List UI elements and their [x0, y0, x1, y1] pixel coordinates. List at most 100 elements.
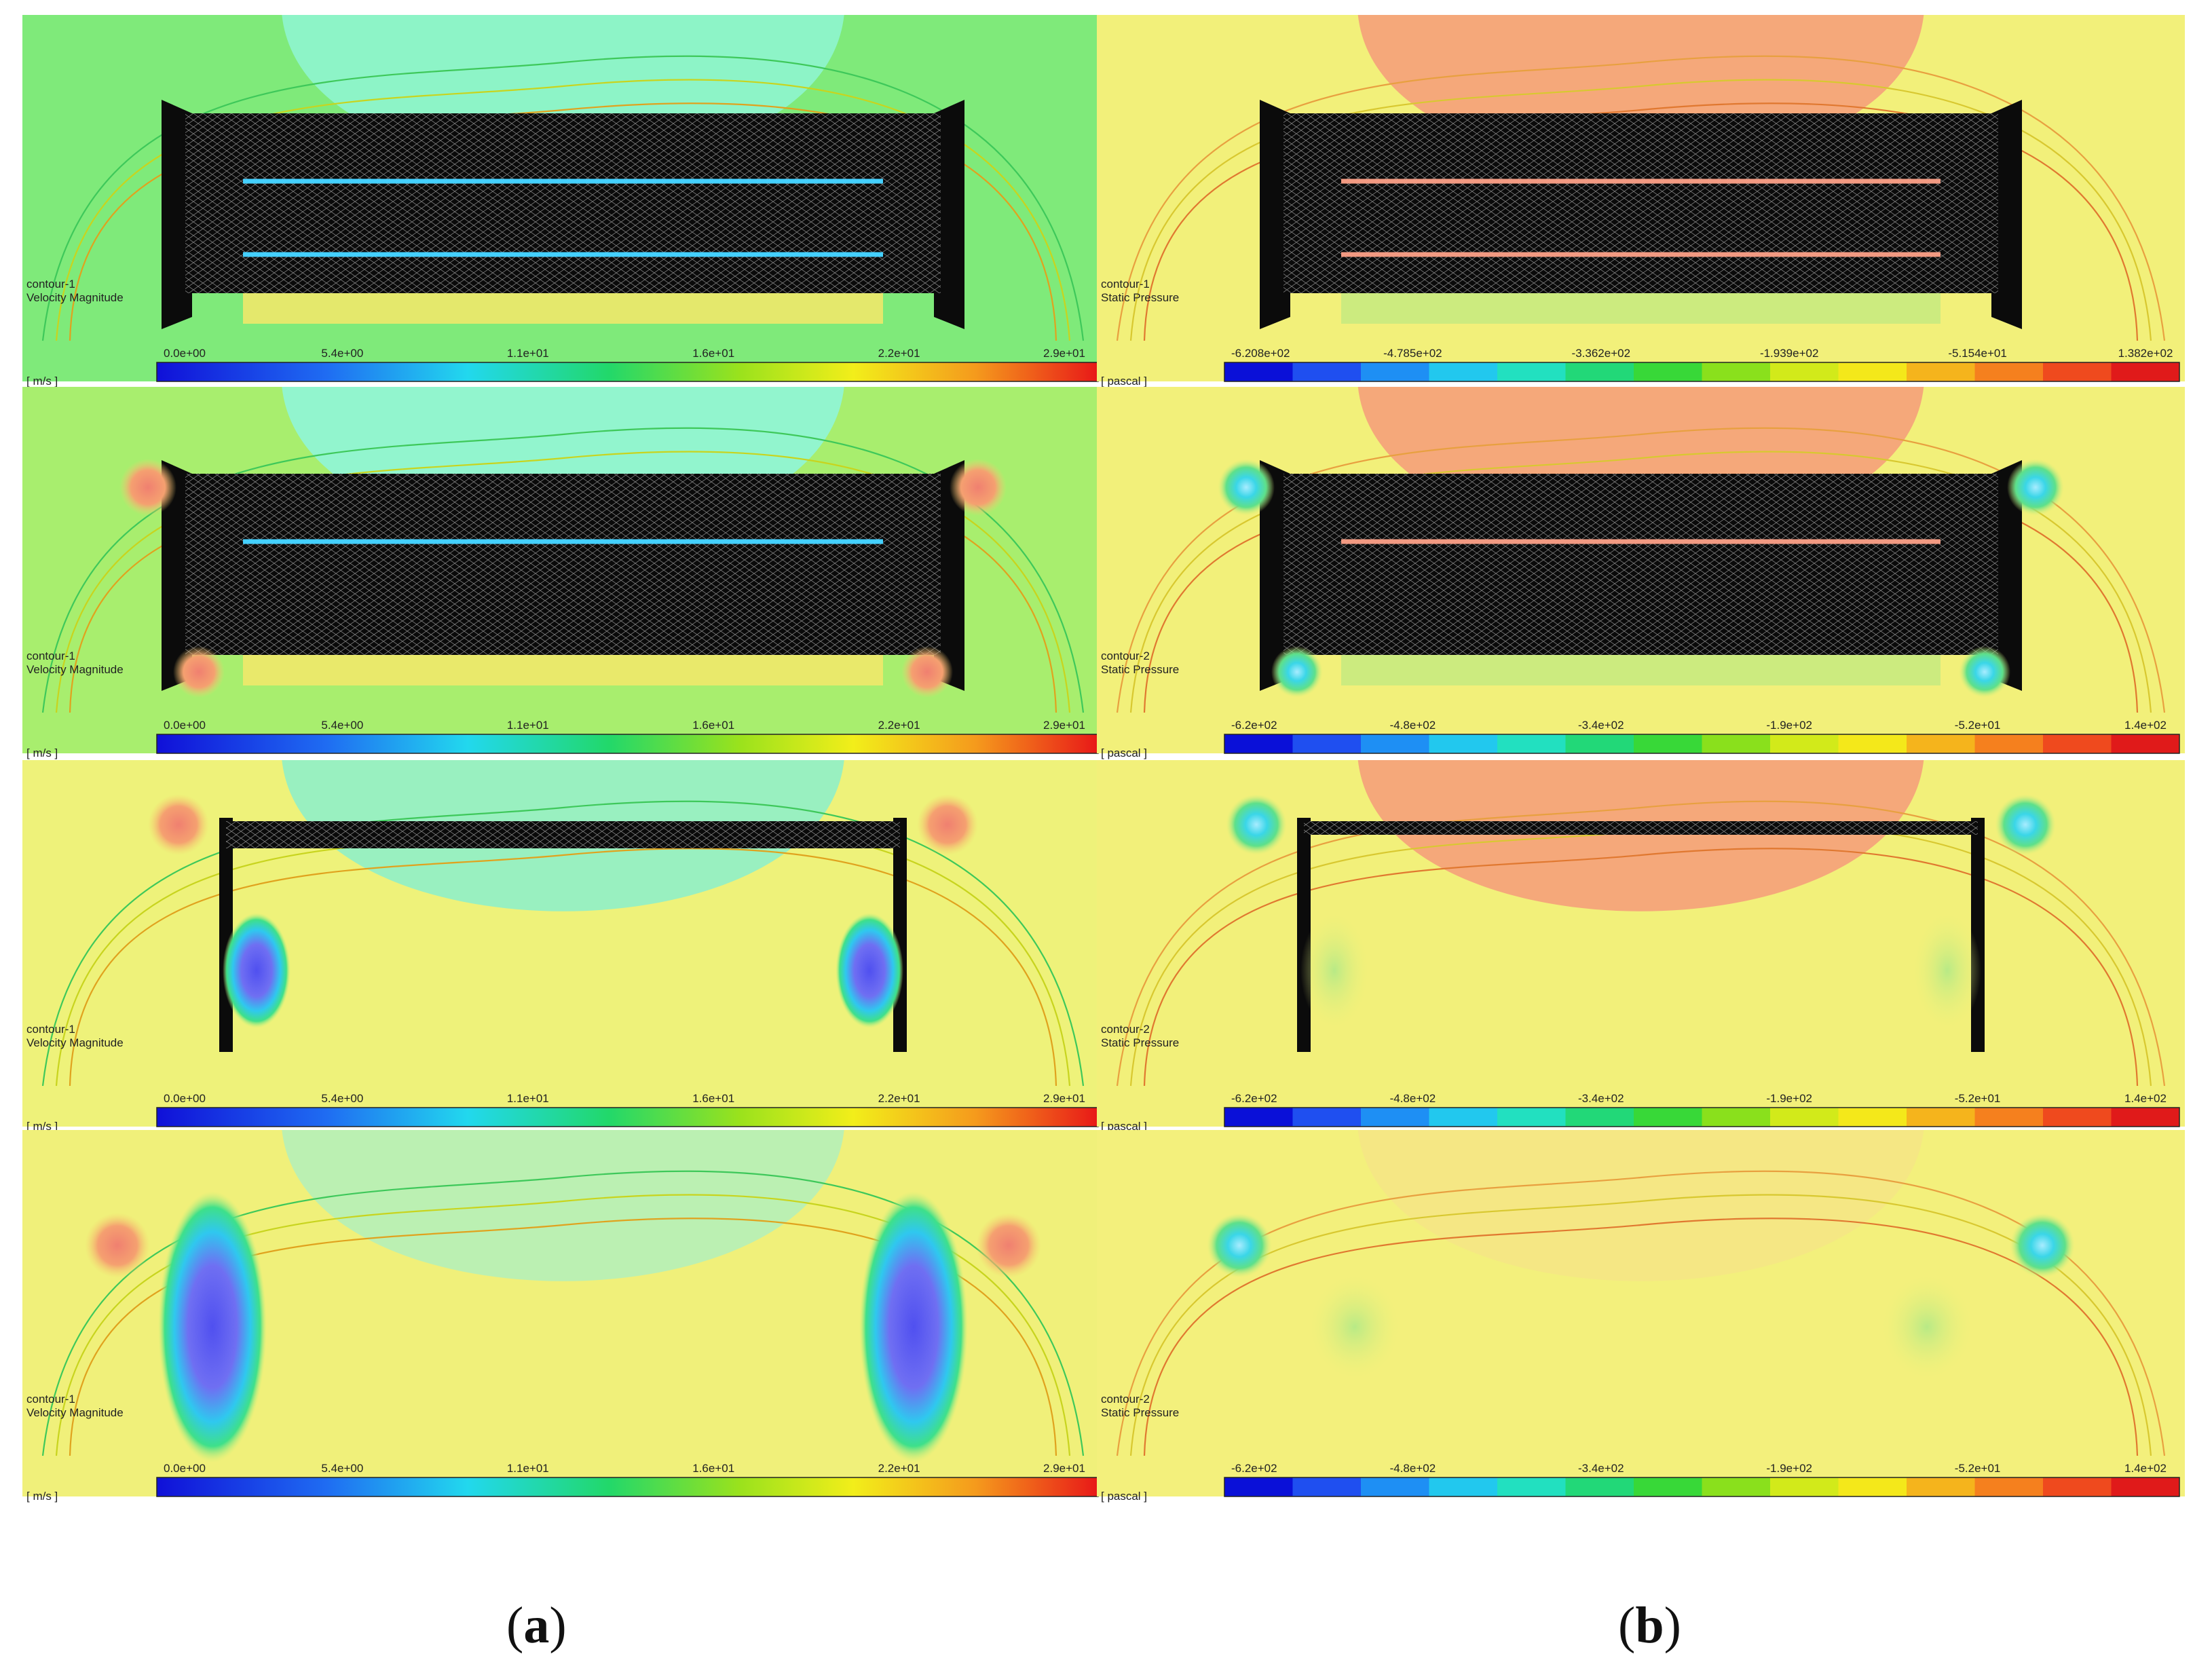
- tip-vortex-left: [119, 459, 176, 516]
- colorbar-tick-label: 5.4e+00: [321, 719, 363, 732]
- colorbar-tick-label: 2.2e+01: [878, 347, 920, 360]
- contour-line: [1129, 79, 2152, 341]
- colorbar-band: [2111, 1108, 2180, 1127]
- unit-label: [ m/s ]: [26, 1120, 58, 1133]
- wake-vortex-left: [158, 1191, 267, 1463]
- tip-vortex-right: [2007, 459, 2064, 516]
- colorbar-tick-label: -3.4e+02: [1578, 1462, 1624, 1475]
- colorbar-frame: [1224, 1477, 2180, 1497]
- colorbar-band: [1907, 362, 1975, 381]
- colorbar: [156, 1477, 1099, 1497]
- colorbar-band: [1838, 1108, 1907, 1127]
- contour-name: contour-2: [1101, 1393, 1150, 1406]
- tip-vortex-right: [1995, 794, 2056, 855]
- colorbar-tick-label: 1.6e+01: [692, 1462, 734, 1475]
- colorbar-band: [1770, 1108, 1839, 1127]
- caption-letter-a: a: [523, 1597, 550, 1654]
- unit-label: [ m/s ]: [26, 375, 58, 388]
- colorbar-tick-label: 1.6e+01: [692, 347, 734, 360]
- colorbar-tick-label: -1.9e+02: [1766, 719, 1812, 732]
- unit-label: [ pascal ]: [1101, 375, 1147, 388]
- contour-name: contour-1: [26, 278, 75, 290]
- colorbar-band: [1497, 1477, 1566, 1496]
- colorbar-band: [1770, 734, 1839, 753]
- colorbar-tick-label: 0.0e+00: [164, 347, 206, 360]
- contour-line: [1143, 1218, 2139, 1456]
- endplate-right: [934, 460, 964, 691]
- upper-flow-region: [1357, 760, 1924, 911]
- colorbar-band: [1974, 1108, 2044, 1127]
- colorbar-band: [1429, 1108, 1498, 1127]
- contour-line: [1143, 848, 2139, 1087]
- colorbar-band: [1429, 1477, 1498, 1496]
- unit-label: [ pascal ]: [1101, 1120, 1147, 1133]
- variable-name: Static Pressure: [1101, 1406, 1179, 1419]
- colorbar-band: [1497, 734, 1566, 753]
- variable-name: Velocity Magnitude: [26, 1036, 124, 1049]
- tip-vortex-left: [1226, 794, 1287, 855]
- contour-line: [1116, 800, 2166, 1087]
- endplate-right: [1991, 460, 2022, 691]
- colorbar-band: [1702, 362, 1771, 381]
- colorbar-band: [1497, 362, 1566, 381]
- colorbar-band: [1361, 1477, 1429, 1496]
- vortex-core-right-lower: [901, 646, 953, 698]
- caption-b: (b): [1618, 1597, 1681, 1654]
- upper-flow-region: [282, 1130, 844, 1281]
- colorbar-frame: [1224, 734, 2180, 754]
- colorbar-band: [1634, 362, 1702, 381]
- colorbar-band: [2043, 734, 2112, 753]
- colorbar-band: [1497, 1108, 1566, 1127]
- contour-line: [41, 55, 1085, 341]
- contour-name: contour-1: [1101, 278, 1150, 290]
- colorbar-band: [1838, 1477, 1907, 1496]
- contour-name: contour-1: [26, 649, 75, 662]
- colorbar: [1224, 362, 2180, 382]
- variable-name: Static Pressure: [1101, 291, 1179, 304]
- endplate-left: [162, 460, 192, 691]
- wing-mesh: [1304, 821, 1978, 835]
- colorbar-tick-label: -1.9e+02: [1766, 1462, 1812, 1475]
- wing-mesh: [1283, 113, 1998, 293]
- contour-line: [69, 848, 1057, 1087]
- colorbar-band: [1838, 734, 1907, 753]
- contour-line: [1143, 102, 2139, 341]
- colorbar-tick-label: 1.4e+02: [2124, 1462, 2167, 1475]
- tip-vortex-right: [917, 794, 978, 855]
- colorbar-band: [1770, 362, 1839, 381]
- tip-vortex-left: [1207, 1213, 1272, 1278]
- contour-line: [41, 800, 1085, 1087]
- contour-name: contour-1: [26, 1023, 75, 1036]
- colorbar: [1224, 1477, 2180, 1497]
- unit-label: [ pascal ]: [1101, 747, 1147, 759]
- colorbar-tick-label: 5.4e+00: [321, 1462, 363, 1475]
- colorbar-tick-label: -1.939e+02: [1760, 347, 1819, 360]
- wake-vortex-right: [1913, 913, 1981, 1028]
- colorbar: [156, 362, 1099, 382]
- tip-vortex-right: [976, 1213, 1041, 1278]
- colorbar-tick-label: -3.4e+02: [1578, 719, 1624, 732]
- variable-name: Static Pressure: [1101, 1036, 1179, 1049]
- colorbar-tick-label: 2.9e+01: [1043, 1462, 1085, 1475]
- variable-name: Velocity Magnitude: [26, 663, 124, 676]
- colorbar-band: [1702, 1477, 1771, 1496]
- colorbar-band: [1361, 1108, 1429, 1127]
- colorbar-tick-label: -6.2e+02: [1231, 719, 1277, 732]
- colorbar-tick-label: -4.785e+02: [1383, 347, 1442, 360]
- wake-vortex-left: [1300, 913, 1368, 1028]
- colorbar-tick-label: 1.4e+02: [2124, 1092, 2167, 1105]
- colorbar-tick-label: 1.6e+01: [692, 1092, 734, 1105]
- colorbar-band: [2111, 1477, 2180, 1496]
- variable-name: Static Pressure: [1101, 663, 1179, 676]
- colorbar-band: [1224, 734, 1293, 753]
- colorbar: [1224, 1107, 2180, 1127]
- contour-line: [1129, 1194, 2152, 1456]
- colorbar-tick-label: 1.1e+01: [507, 719, 549, 732]
- upper-flow-region: [1357, 1130, 1924, 1281]
- colorbar-band: [1292, 362, 1362, 381]
- colorbar-band: [1634, 1108, 1702, 1127]
